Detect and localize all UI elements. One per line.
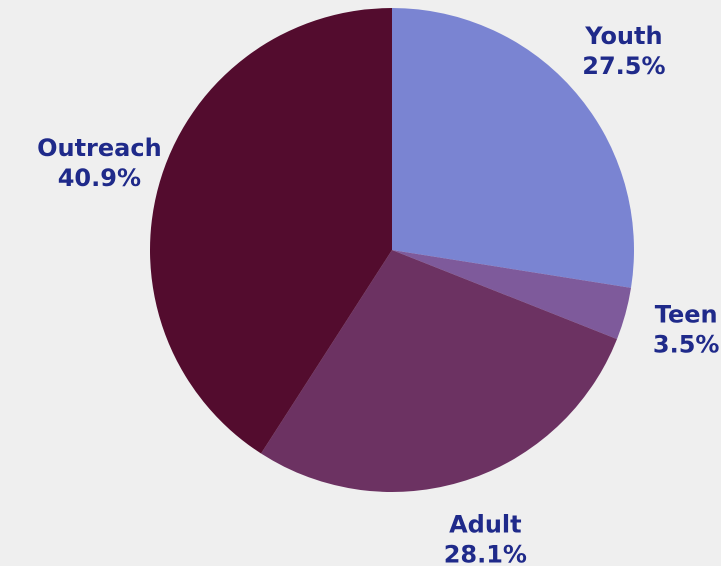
pie-slice [261,250,618,492]
pie-slice [392,250,632,340]
pie-slice [392,8,634,288]
slice-label: Outreach [37,134,162,162]
slice-label: Adult [449,510,522,538]
slice-value-label: 40.9% [58,164,141,192]
slice-label: Youth [584,22,662,50]
slice-value-label: 28.1% [444,540,527,566]
pie-slice [150,8,392,454]
slice-value-label: 27.5% [582,52,665,80]
slice-label: Teen [655,300,718,328]
slice-value-label: 3.5% [653,330,720,358]
